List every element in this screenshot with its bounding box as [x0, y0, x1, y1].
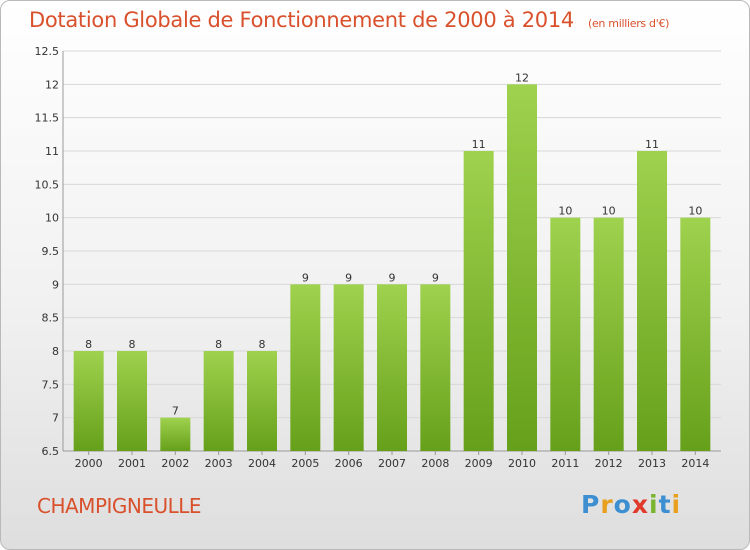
x-tick-label: 2012 — [595, 457, 623, 470]
chart-subtitle: (en milliers d'€) — [587, 17, 670, 30]
x-tick-label: 2013 — [638, 457, 666, 470]
y-tick-label: 8.5 — [42, 312, 60, 325]
commune-name: CHAMPIGNEULLE — [37, 494, 202, 518]
y-tick-label: 7.5 — [42, 378, 60, 391]
x-tick-label: 2008 — [421, 457, 449, 470]
bar-value-label: 8 — [129, 338, 136, 351]
x-tick-label: 2001 — [118, 457, 146, 470]
y-tick-label: 11 — [45, 145, 59, 158]
y-tick-label: 6.5 — [42, 445, 60, 458]
title-text: Dotation Globale de Fonctionnement de 20… — [29, 8, 574, 32]
bar-value-label: 9 — [302, 271, 309, 284]
chart-title: Dotation Globale de Fonctionnement de 20… — [29, 8, 669, 32]
bar — [593, 217, 624, 451]
bar — [420, 284, 451, 451]
bar — [290, 284, 321, 451]
bar-value-label: 8 — [259, 338, 266, 351]
bar — [637, 151, 667, 451]
y-tick-label: 10.5 — [35, 178, 60, 191]
bar — [377, 284, 407, 451]
bar — [463, 151, 494, 451]
bar-value-label: 8 — [85, 338, 92, 351]
y-tick-label: 7 — [52, 412, 59, 425]
y-tick-label: 9 — [52, 278, 59, 291]
x-tick-label: 2006 — [335, 457, 363, 470]
bar-value-label: 8 — [215, 338, 222, 351]
bar-value-label: 7 — [172, 405, 179, 418]
proxiti-logo: Proxiti — [581, 490, 682, 519]
x-tick-label: 2002 — [161, 457, 189, 470]
x-tick-label: 2010 — [508, 457, 536, 470]
x-tick-label: 2003 — [205, 457, 233, 470]
x-tick-label: 2004 — [248, 457, 276, 470]
bar-value-label: 9 — [389, 271, 396, 284]
bar-value-label: 10 — [602, 205, 616, 218]
x-tick-label: 2014 — [681, 457, 709, 470]
bar-value-label: 9 — [345, 271, 352, 284]
x-tick-label: 2000 — [75, 457, 103, 470]
y-tick-label: 9.5 — [42, 245, 60, 258]
bar-value-label: 9 — [432, 271, 439, 284]
bar — [333, 284, 364, 451]
bar — [73, 351, 104, 451]
bar — [203, 351, 234, 451]
bar-value-label: 11 — [472, 138, 486, 151]
bar-value-label: 10 — [688, 205, 702, 218]
y-tick-label: 12.5 — [35, 45, 60, 58]
y-tick-label: 11.5 — [35, 112, 60, 125]
bar — [550, 217, 581, 451]
bar-value-label: 10 — [558, 205, 572, 218]
bar — [680, 217, 711, 451]
x-tick-label: 2007 — [378, 457, 406, 470]
bar — [160, 417, 191, 451]
bar — [117, 351, 147, 451]
bar-value-label: 11 — [645, 138, 659, 151]
x-tick-label: 2009 — [465, 457, 493, 470]
y-tick-label: 8 — [52, 345, 59, 358]
x-tick-label: 2005 — [291, 457, 319, 470]
bar — [247, 351, 277, 451]
bar — [507, 84, 537, 451]
bar-value-label: 12 — [515, 71, 529, 84]
y-tick-label: 10 — [45, 212, 59, 225]
x-tick-label: 2011 — [551, 457, 579, 470]
y-tick-label: 12 — [45, 78, 59, 91]
